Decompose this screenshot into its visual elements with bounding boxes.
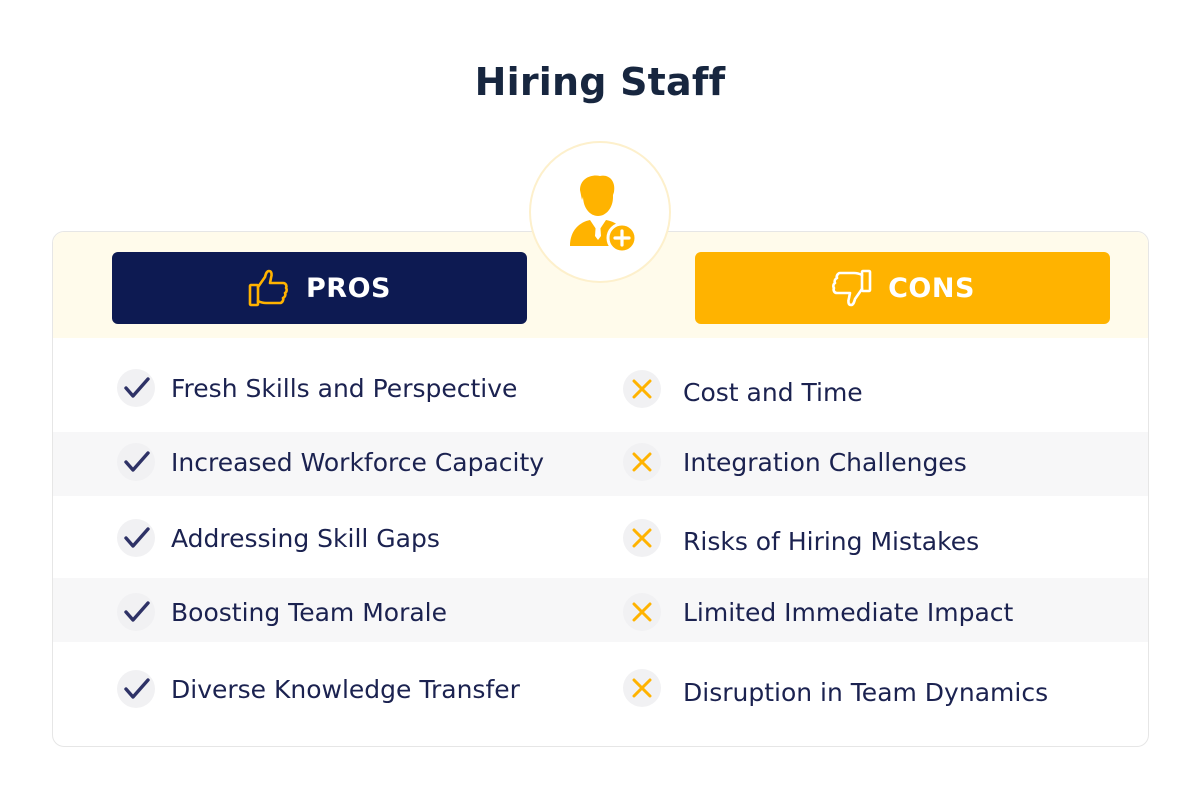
pros-item-text: Addressing Skill Gaps (171, 523, 440, 553)
cross-icon (623, 443, 661, 481)
cons-item: Risks of Hiring Mistakes (623, 519, 979, 557)
add-person-icon (570, 175, 638, 254)
cross-icon (623, 370, 661, 408)
page-title: Hiring Staff (474, 60, 726, 104)
row-stripe (53, 578, 1148, 642)
pros-item: Fresh Skills and Perspective (117, 369, 517, 407)
cons-item-text: Disruption in Team Dynamics (683, 678, 1049, 707)
pros-item: Addressing Skill Gaps (117, 519, 440, 557)
cons-item-text: Cost and Time (683, 377, 863, 407)
cross-icon (623, 593, 661, 631)
cross-icon (623, 668, 661, 707)
cons-item-text: Limited Immediate Impact (683, 597, 1014, 627)
pros-item-text: Boosting Team Morale (171, 597, 447, 627)
pros-item-text: Fresh Skills and Perspective (171, 373, 518, 403)
cons-item: Limited Immediate Impact (623, 593, 1013, 631)
check-icon (117, 443, 155, 481)
cons-item: Cost and Time (623, 370, 863, 408)
check-icon (117, 519, 155, 557)
cons-label: CONS (888, 272, 975, 304)
pros-label: PROS (306, 272, 391, 304)
check-icon (117, 369, 155, 407)
pros-item: Diverse Knowledge Transfer (117, 670, 520, 708)
pros-header: PROS (112, 252, 527, 324)
cons-header: CONS (695, 252, 1110, 324)
thumbs-up-icon (248, 269, 288, 307)
pros-item: Increased Workforce Capacity (117, 443, 544, 481)
add-person-badge (529, 141, 671, 283)
cross-icon (623, 519, 661, 557)
cons-item-text: Integration Challenges (683, 447, 967, 477)
check-icon (117, 593, 155, 631)
thumbs-down-icon (832, 269, 872, 307)
cons-item-text: Risks of Hiring Mistakes (683, 526, 980, 556)
pros-item-text: Diverse Knowledge Transfer (171, 674, 520, 704)
cons-item: Disruption in Team Dynamics (623, 668, 1048, 707)
row-stripe (53, 432, 1148, 496)
pros-item-text: Increased Workforce Capacity (171, 447, 545, 477)
pros-item: Boosting Team Morale (117, 593, 447, 631)
check-icon (117, 670, 155, 708)
cons-item: Integration Challenges (623, 443, 967, 481)
